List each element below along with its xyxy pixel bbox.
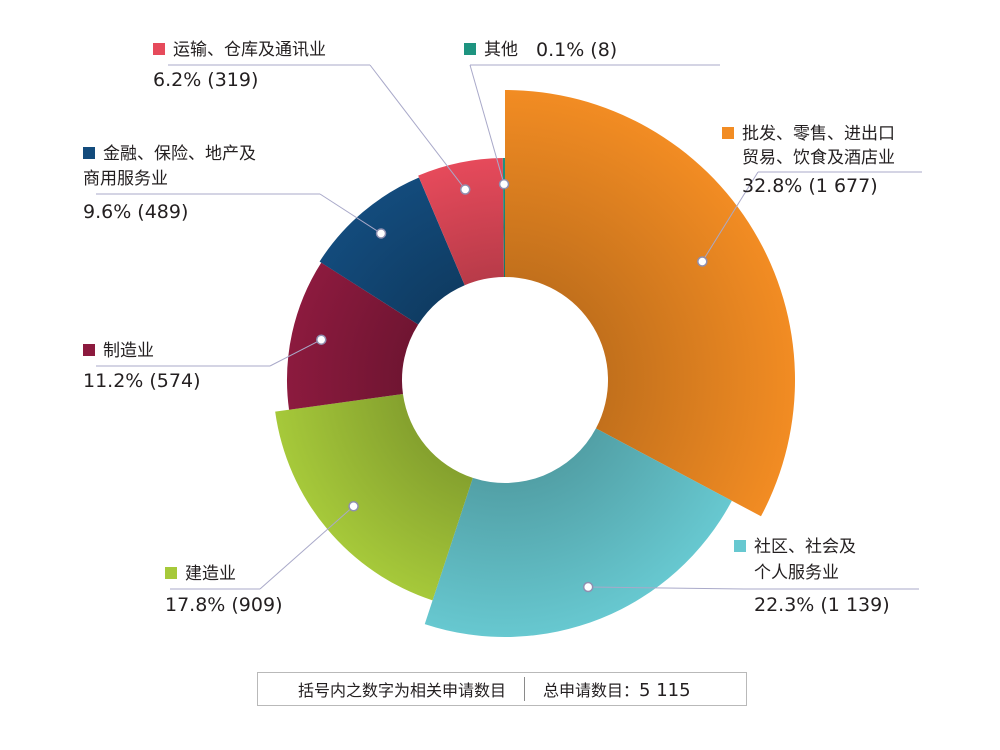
- callout-leader: [319, 193, 382, 234]
- slice-value-label: 17.8% (909): [165, 594, 283, 616]
- callout-leader: [259, 505, 354, 590]
- callout-dot: [697, 256, 708, 267]
- slice-value-label: 22.3% (1 139): [754, 594, 890, 616]
- legend-swatch: [83, 344, 95, 356]
- slice-value-label: 6.2% (319): [153, 69, 258, 91]
- callout-leader: [469, 64, 505, 185]
- chart-footer: 括号内之数字为相关申请数目 总申请数目：5 115: [257, 672, 747, 706]
- legend-swatch: [153, 43, 165, 55]
- slice-label: 制造业: [103, 341, 154, 361]
- callout-leader: [588, 586, 745, 590]
- donut-slice: [505, 90, 795, 517]
- slice-label: 其他: [484, 40, 518, 60]
- footer-note: 括号内之数字为相关申请数目: [298, 681, 507, 700]
- callout-dot: [582, 581, 594, 593]
- legend-swatch: [734, 540, 746, 552]
- footer-divider: [524, 677, 526, 701]
- slice-label: 社区、社会及: [754, 537, 856, 557]
- footer-total-label: 总申请数目：: [543, 681, 640, 700]
- footer-total: 总申请数目：5 115: [525, 677, 691, 701]
- slice-value-label: 11.2% (574): [83, 370, 201, 392]
- legend-swatch: [83, 147, 95, 159]
- callout-dot: [459, 184, 471, 195]
- slice-label: 金融、保险、地产及: [103, 144, 256, 164]
- callout-dot: [316, 334, 327, 345]
- slice-label: 商用服务业: [83, 169, 168, 189]
- slice-label: 运输、仓库及通讯业: [173, 40, 326, 60]
- callout-dot: [498, 178, 510, 190]
- slice-value-label: 0.1% (8): [536, 39, 617, 61]
- footer-total-value: 5 115: [639, 680, 691, 701]
- slice-value-label: 9.6% (489): [83, 201, 188, 223]
- slice-label: 建造业: [185, 564, 236, 584]
- slice-value-label: 32.8% (1 677): [742, 175, 878, 197]
- donut-slice: [424, 428, 732, 637]
- donut-slice: [319, 177, 465, 325]
- donut-slice: [286, 262, 419, 410]
- slice-label: 贸易、饮食及酒店业: [742, 148, 895, 168]
- donut-slice: [275, 394, 473, 601]
- legend-swatch: [722, 127, 734, 139]
- slice-label: 个人服务业: [754, 563, 839, 583]
- slice-label: 批发、零售、进出口: [742, 124, 895, 144]
- callout-leader: [369, 64, 466, 190]
- legend-swatch: [165, 567, 177, 579]
- legend-swatch: [464, 43, 476, 55]
- callout-dot: [348, 501, 359, 512]
- donut-slice: [418, 158, 504, 286]
- callout-leader: [701, 171, 759, 262]
- callout-dot: [375, 228, 387, 239]
- callout-leader: [269, 339, 322, 367]
